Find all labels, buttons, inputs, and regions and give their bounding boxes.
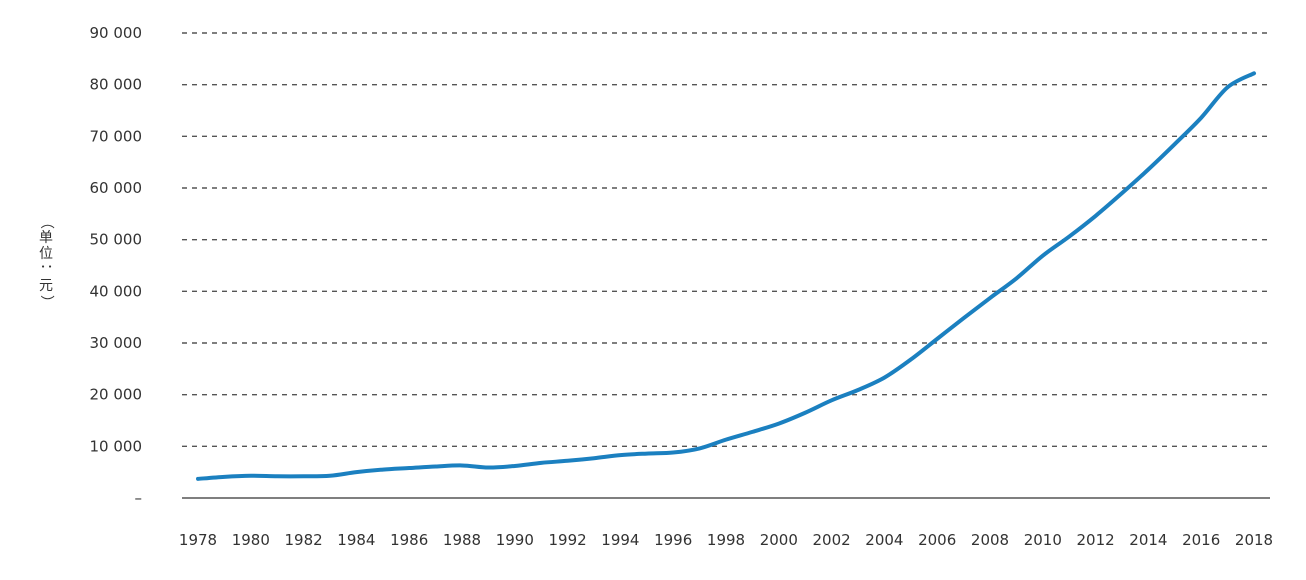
y-tick-label: – [135, 489, 143, 507]
x-tick-label: 2004 [865, 531, 903, 549]
x-tick-label: 2008 [971, 531, 1009, 549]
y-tick-label: 40 000 [90, 282, 143, 300]
y-tick-label: 70 000 [90, 127, 143, 145]
x-tick-label: 1992 [549, 531, 587, 549]
x-tick-label: 2000 [760, 531, 798, 549]
y-axis-title-char: ） [38, 295, 54, 309]
x-tick-label: 1980 [232, 531, 270, 549]
x-tick-label: 1982 [285, 531, 323, 549]
x-tick-label: 2002 [813, 531, 851, 549]
y-tick-label: 30 000 [90, 334, 143, 352]
y-axis-title: （单位：元） [38, 215, 54, 309]
y-axis-title-char: ： [38, 263, 54, 277]
y-tick-label: 20 000 [90, 386, 143, 404]
y-axis-title-char: 单 [39, 230, 53, 246]
x-tick-label: 1996 [654, 531, 692, 549]
x-axis-tick-labels: 1978 1980 1982 1984 1986 1988 1990 1992 1994 1996… [179, 531, 1273, 549]
x-tick-label: 2016 [1182, 531, 1220, 549]
x-tick-label: 1984 [337, 531, 375, 549]
series-layer [196, 71, 1256, 481]
y-axis-tick-labels: – 10 000 20 000 30 000 40 000 50 000 60 000 70 … [90, 24, 143, 507]
x-tick-label: 1988 [443, 531, 481, 549]
y-tick-label: 80 000 [90, 76, 143, 94]
x-tick-label: 1978 [179, 531, 217, 549]
x-tick-label: 1986 [390, 531, 428, 549]
y-axis-title-char: 元 [39, 278, 53, 294]
grid-lines [182, 32, 1270, 448]
x-tick-label: 2010 [1024, 531, 1062, 549]
x-tick-label: 1990 [496, 531, 534, 549]
x-tick-label: 1998 [707, 531, 745, 549]
series-line [196, 71, 1256, 481]
y-tick-label: 60 000 [90, 179, 143, 197]
x-tick-label: 1994 [601, 531, 639, 549]
y-axis-title-char: （ [38, 215, 54, 229]
x-tick-label: 2012 [1077, 531, 1115, 549]
x-tick-label: 2014 [1129, 531, 1167, 549]
x-tick-label: 2006 [918, 531, 956, 549]
x-tick-label: 2018 [1235, 531, 1273, 549]
y-axis-title-char: 位 [39, 246, 53, 262]
y-tick-label: 10 000 [90, 437, 143, 455]
y-tick-label: 50 000 [90, 231, 143, 249]
y-tick-label: 90 000 [90, 24, 143, 42]
